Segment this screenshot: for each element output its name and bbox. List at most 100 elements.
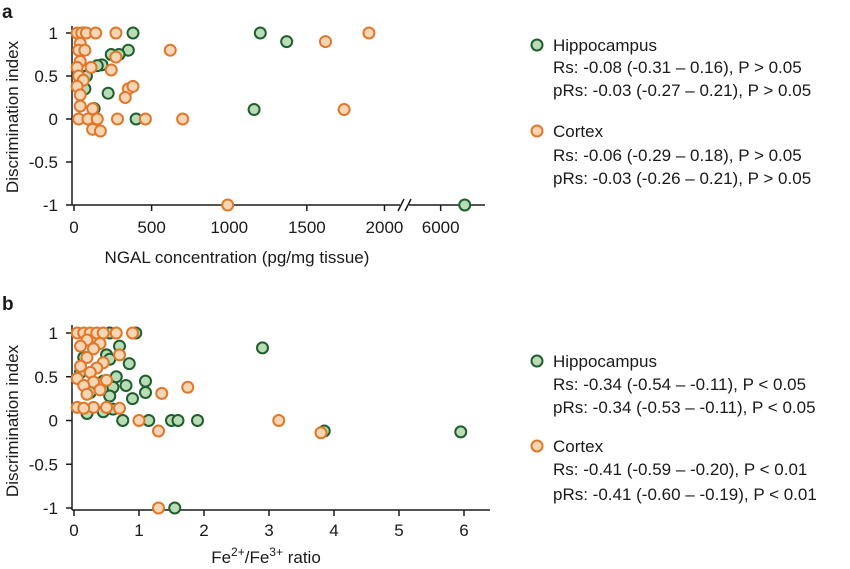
legend-b: Hippocampus Rs: -0.34 (-0.54 – -0.11), P… xyxy=(530,352,817,504)
data-points-a xyxy=(70,26,472,212)
legend-stats-hippocampus-a-prs: pRs: -0.03 (-0.27 – 0.21), P > 0.05 xyxy=(553,81,811,100)
data-point-hippocampus xyxy=(139,374,152,388)
data-point-cortex xyxy=(163,43,177,57)
x-tick-label-a: 500 xyxy=(137,218,165,237)
data-point-cortex xyxy=(113,401,126,415)
data-point-hippocampus xyxy=(126,392,139,406)
data-point-cortex xyxy=(113,348,126,362)
data-point-cortex xyxy=(100,400,113,414)
x-axis-title-b-part1: Fe xyxy=(211,548,231,567)
data-point-cortex xyxy=(74,339,87,353)
data-point-cortex xyxy=(318,35,332,49)
axis-break-mark-right xyxy=(404,198,412,212)
data-point-cortex xyxy=(152,424,165,438)
x-axis-title-b-part3: ratio xyxy=(283,548,321,567)
panel-b: b Discrimination index Fe2+/Fe3+ ratio 1… xyxy=(2,294,490,567)
x-tick-label-a: 2000 xyxy=(366,218,404,237)
y-tick-label-b: 1 xyxy=(49,324,58,343)
legend-stats-cortex-a-prs: pRs: -0.03 (-0.26 – 0.21), P > 0.05 xyxy=(553,169,811,188)
legend-marker-hippocampus-a xyxy=(530,38,544,52)
x-axis-title-b-sup1: 2+ xyxy=(231,545,245,559)
x-tick-label-a: 0 xyxy=(69,218,78,237)
data-point-hippocampus xyxy=(126,26,140,40)
y-tick-label-a: 1 xyxy=(49,24,58,43)
y-ticks-a: 1 0.5 0 -0.5 -1 xyxy=(29,24,72,215)
data-point-cortex xyxy=(110,112,124,126)
data-point-cortex xyxy=(109,326,123,340)
data-point-cortex xyxy=(73,99,87,113)
panel-label-b: b xyxy=(2,294,14,315)
data-point-hippocampus xyxy=(119,379,133,392)
data-point-hippocampus xyxy=(454,425,468,439)
y-axis-title-a: Discrimination index xyxy=(3,40,22,193)
data-point-cortex xyxy=(138,112,152,126)
data-point-cortex xyxy=(109,26,123,40)
legend-marker-cortex-b xyxy=(530,439,544,453)
data-point-cortex xyxy=(314,426,328,440)
x-axis-title-b-sup2: 3+ xyxy=(269,545,283,559)
data-point-cortex xyxy=(74,359,87,373)
x-tick-label-a: 1500 xyxy=(288,218,326,237)
legend-stats-hippocampus-b-prs: pRs: -0.34 (-0.53 – -0.11), P < 0.05 xyxy=(553,398,816,417)
data-point-hippocampus xyxy=(101,86,115,100)
data-point-cortex xyxy=(78,43,92,57)
data-point-hippocampus xyxy=(168,501,182,515)
data-point-cortex xyxy=(93,383,107,397)
data-point-hippocampus xyxy=(191,414,204,427)
data-point-cortex xyxy=(126,79,140,93)
legend-a: Hippocampus Rs: -0.08 (-0.31 – 0.16), P … xyxy=(530,36,811,188)
data-point-cortex xyxy=(90,112,104,126)
data-point-cortex xyxy=(337,103,351,117)
data-point-hippocampus xyxy=(122,357,136,371)
data-point-cortex xyxy=(86,102,100,116)
panel-a: a Discrimination index NGAL concentratio… xyxy=(2,2,485,267)
x-tick-label-b: 6 xyxy=(459,521,468,540)
data-point-cortex xyxy=(118,91,132,104)
legend-label-cortex-a: Cortex xyxy=(553,122,604,141)
data-point-cortex xyxy=(221,198,235,212)
x-tick-label-b: 3 xyxy=(264,521,273,540)
data-point-cortex xyxy=(84,60,98,74)
legend-label-hippocampus-a: Hippocampus xyxy=(553,36,657,55)
data-point-cortex xyxy=(176,112,190,126)
legend-label-hippocampus-b: Hippocampus xyxy=(553,352,657,371)
legend-stats-cortex-a-rs: Rs: -0.06 (-0.29 – 0.18), P > 0.05 xyxy=(553,146,802,165)
x-tick-label-b: 5 xyxy=(394,521,403,540)
data-point-cortex xyxy=(181,380,195,394)
x-ticks-a: 0 500 1000 1500 2000 6000 xyxy=(69,205,460,237)
x-axis-title-b: Fe2+/Fe3+ ratio xyxy=(211,545,321,567)
data-point-cortex xyxy=(73,88,87,102)
data-point-cortex xyxy=(152,501,165,515)
data-point-cortex xyxy=(362,26,376,40)
data-point-hippocampus xyxy=(103,389,117,403)
legend-stats-hippocampus-b-rs: Rs: -0.34 (-0.54 – -0.11), P < 0.05 xyxy=(553,375,806,394)
y-tick-label-b: 0 xyxy=(49,412,58,431)
y-tick-label-b: -1 xyxy=(43,499,58,518)
axis-break-mark-left xyxy=(397,198,405,212)
data-point-cortex xyxy=(89,26,103,40)
x-tick-label-a: 1000 xyxy=(210,218,248,237)
panel-label-a: a xyxy=(2,2,13,23)
data-point-hippocampus xyxy=(280,35,294,49)
data-point-cortex xyxy=(104,63,118,77)
legend-marker-hippocampus-b xyxy=(530,354,544,368)
y-tick-label-b: 0.5 xyxy=(34,368,58,387)
legend-stats-hippocampus-a-rs: Rs: -0.08 (-0.31 – 0.16), P > 0.05 xyxy=(553,58,802,77)
data-point-hippocampus xyxy=(171,414,185,427)
data-point-cortex xyxy=(155,386,169,400)
y-tick-label-a: 0 xyxy=(49,110,58,129)
y-tick-label-a: -0.5 xyxy=(29,153,58,172)
legend-stats-cortex-b-rs: Rs: -0.41 (-0.59 – -0.20), P < 0.01 xyxy=(553,460,807,479)
data-point-hippocampus xyxy=(458,198,472,212)
x-tick-label-b: 1 xyxy=(134,521,143,540)
data-point-hippocampus xyxy=(256,341,269,355)
legend-stats-cortex-b-prs: pRs: -0.41 (-0.60 – -0.19), P < 0.01 xyxy=(553,485,817,504)
x-tick-label-b: 2 xyxy=(199,521,208,540)
data-point-cortex xyxy=(272,414,286,427)
data-point-cortex xyxy=(109,50,123,64)
y-tick-label-a: 0.5 xyxy=(34,67,58,86)
y-tick-label-a: -1 xyxy=(43,196,58,215)
legend-label-cortex-b: Cortex xyxy=(553,437,604,456)
x-tick-label-a: 6000 xyxy=(422,218,460,237)
y-axis-title-b: Discrimination index xyxy=(3,344,22,497)
